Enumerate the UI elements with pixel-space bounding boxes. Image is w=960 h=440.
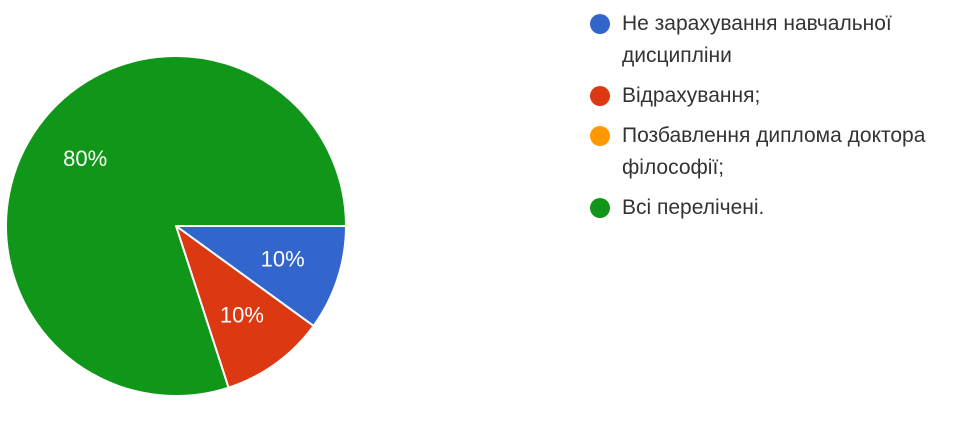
pie-slice-4 [5,55,347,397]
legend-swatch-icon [590,198,610,218]
legend-item-2: Відрахування; [590,80,960,112]
legend-item-3: Позбавлення диплома доктора філософії; [590,120,960,184]
pie-slice-4-label: 80% [63,146,107,171]
legend-item-4: Всі перелічені. [590,192,960,224]
pie-slice-2 [175,225,315,389]
legend-item-1: Не зарахування навчальної дисципліни [590,8,960,72]
legend-label: Не зарахування навчальної дисципліни [622,12,892,67]
chart-legend: Не зарахування навчальної дисципліни Відр… [590,8,960,232]
legend-swatch-icon [590,86,610,106]
legend-swatch-icon [590,126,610,146]
pie-slice-2-label: 10% [220,303,264,328]
pie-slice-1-label: 10% [261,247,305,272]
legend-label: Відрахування; [622,84,761,107]
legend-label: Всі перелічені. [622,196,765,219]
legend-label: Позбавлення диплома доктора філософії; [622,124,926,179]
pie-slice-1 [175,225,347,327]
legend-swatch-icon [590,14,610,34]
pie-chart-plot: 10% 10% 80% [5,55,347,397]
